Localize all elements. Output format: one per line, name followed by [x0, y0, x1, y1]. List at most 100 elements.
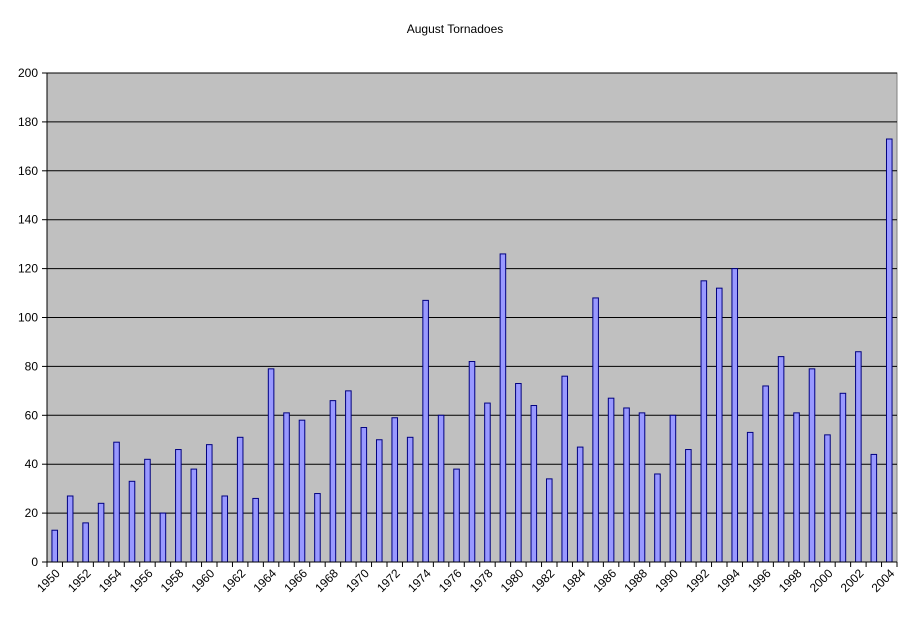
bar-1995 — [746, 431, 754, 563]
bar-1954 — [113, 441, 120, 563]
bar-1971 — [375, 439, 383, 563]
x-tick-label: 2004 — [869, 566, 898, 595]
bar-2003 — [870, 453, 878, 563]
x-tick-label: 1968 — [312, 566, 341, 595]
bar-1952 — [82, 522, 89, 563]
x-tick-label: 1976 — [436, 566, 465, 595]
bar-1992 — [700, 280, 708, 563]
x-tick-label: 1958 — [158, 566, 187, 595]
bar-2004 — [885, 138, 893, 563]
bar-1962 — [236, 436, 244, 563]
x-tick-label: 1990 — [652, 566, 681, 595]
bar-1998 — [793, 412, 800, 563]
bar-1972 — [391, 417, 399, 563]
bar-1963 — [252, 497, 259, 563]
bar-1977 — [468, 361, 476, 563]
bar-1953 — [97, 502, 105, 563]
bar-1950 — [51, 529, 59, 563]
y-tick-label: 180 — [18, 115, 38, 129]
x-tick-label: 2000 — [807, 566, 836, 595]
x-tick-label: 1950 — [34, 566, 63, 595]
x-tick-label: 1992 — [683, 566, 712, 595]
x-tick-label: 1974 — [405, 566, 434, 595]
chart-title: August Tornadoes — [407, 22, 504, 36]
bar-1996 — [762, 385, 769, 563]
bar-1990 — [669, 414, 677, 563]
y-tick-label: 20 — [25, 506, 39, 520]
y-tick-label: 100 — [18, 311, 38, 325]
bar-1955 — [128, 480, 136, 563]
bar-1986 — [607, 397, 615, 563]
y-tick-label: 140 — [18, 213, 38, 227]
x-tick-labels: 1950 1952 1954 1956 1958 1960 1962 1964 1966 1968… — [34, 566, 898, 595]
bar-1978 — [484, 402, 491, 563]
bar-1970 — [360, 427, 368, 563]
bar-1980 — [515, 383, 522, 563]
y-tick-label: 80 — [25, 359, 39, 373]
bar-1959 — [190, 468, 198, 563]
bar-1983 — [561, 375, 569, 563]
y-tick-label: 40 — [25, 457, 39, 471]
x-tick-label: 2002 — [838, 566, 867, 595]
bar-1966 — [298, 419, 306, 563]
x-tick-label: 1998 — [776, 566, 805, 595]
x-tick-label: 1972 — [374, 566, 403, 595]
x-tick-label: 1988 — [621, 566, 650, 595]
x-tick-label: 1970 — [343, 566, 372, 595]
bar-1974 — [422, 299, 429, 563]
bar-1989 — [654, 473, 661, 563]
bar-1979 — [499, 253, 507, 563]
x-tick-label: 1980 — [498, 566, 527, 595]
bar-2000 — [824, 434, 831, 563]
y-tick-label: 200 — [18, 66, 38, 80]
bar-1961 — [221, 495, 229, 563]
bar-1965 — [283, 412, 290, 563]
x-tick-label: 1986 — [590, 566, 619, 595]
bar-1981 — [530, 405, 538, 563]
y-tick-label: 120 — [18, 262, 38, 276]
x-tick-label: 1994 — [714, 566, 743, 595]
bar-1982 — [545, 478, 553, 563]
bar-2001 — [839, 392, 847, 563]
x-tick-label: 1984 — [560, 566, 589, 595]
bar-1994 — [731, 268, 739, 563]
bar-1964 — [267, 368, 275, 563]
bar-1993 — [715, 287, 723, 563]
bar-1985 — [592, 297, 599, 563]
bar-1973 — [406, 436, 414, 563]
y-tick-label: 60 — [25, 408, 39, 422]
bar-1999 — [808, 368, 816, 563]
bar-1988 — [638, 412, 646, 563]
bar-1987 — [623, 407, 630, 563]
x-tick-label: 1964 — [250, 566, 279, 595]
x-tick-label: 1978 — [467, 566, 496, 595]
x-tick-label: 1982 — [529, 566, 558, 595]
y-tick-labels: 0 20 40 60 80 100 120 140 160 180 200 — [18, 66, 38, 569]
bar-1960 — [205, 444, 213, 563]
bar-1951 — [66, 495, 74, 563]
bar-1956 — [144, 458, 151, 563]
axes — [42, 72, 898, 567]
bar-1968 — [329, 400, 337, 563]
bars — [51, 138, 893, 563]
gridlines — [47, 72, 897, 514]
x-tick-label: 1954 — [96, 566, 125, 595]
x-tick-label: 1952 — [65, 566, 94, 595]
bar-2002 — [855, 351, 862, 563]
y-tick-label: 160 — [18, 164, 38, 178]
bar-1997 — [777, 356, 785, 563]
y-tick-label: 0 — [31, 555, 38, 569]
x-tick-label: 1962 — [220, 566, 249, 595]
x-tick-label: 1960 — [189, 566, 218, 595]
x-tick-label: 1996 — [745, 566, 774, 595]
bar-1991 — [685, 449, 692, 563]
bar-1976 — [453, 468, 460, 563]
bar-1975 — [437, 414, 445, 563]
bar-1969 — [345, 390, 352, 563]
bar-1984 — [576, 446, 584, 563]
bar-1958 — [175, 449, 182, 563]
bar-1957 — [159, 512, 167, 563]
x-tick-label: 1956 — [127, 566, 156, 595]
x-tick-label: 1966 — [281, 566, 310, 595]
